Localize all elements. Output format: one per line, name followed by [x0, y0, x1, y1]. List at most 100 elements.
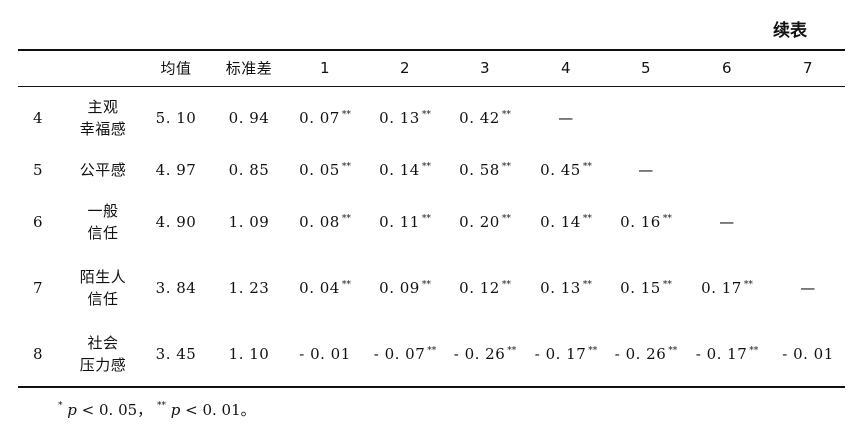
correlation-value: - 0. 01	[299, 345, 351, 363]
significance-mark: **	[341, 110, 351, 120]
significance-mark: **	[743, 280, 753, 290]
significance-mark: **	[501, 162, 511, 172]
column-header: 1	[319, 59, 331, 77]
correlation-value: 0. 14	[379, 161, 420, 179]
correlation-cell: - 0. 01	[782, 345, 834, 363]
correlation-value: 0. 11	[379, 213, 420, 231]
correlation-value: 0. 05	[299, 161, 340, 179]
correlation-value: - 0. 17	[534, 345, 587, 363]
correlation-cell: 0. 09 **	[379, 279, 431, 297]
mean-value: 3. 84	[155, 279, 197, 297]
footnote-text-2: < 0. 01。	[180, 401, 256, 419]
row-id: 5	[32, 161, 44, 179]
correlation-value: - 0. 26	[453, 345, 506, 363]
significance-mark: **	[588, 346, 598, 356]
diagonal-dash: —	[719, 213, 735, 231]
significance-mark: **	[341, 280, 351, 290]
correlation-cell: 0. 07 **	[299, 109, 351, 127]
footnote-text-1: < 0. 05，	[76, 401, 153, 419]
significance-mark: **	[662, 280, 672, 290]
row-label-line: 公平感	[79, 161, 127, 179]
correlation-cell: 0. 13 **	[379, 109, 431, 127]
sd-value: 0. 94	[228, 109, 270, 127]
column-header: 4	[560, 59, 572, 77]
table-header-rule	[18, 86, 845, 87]
row-label: 公平感	[80, 159, 127, 181]
significance-mark: **	[421, 162, 431, 172]
significance-mark: **	[421, 110, 431, 120]
row-id: 4	[32, 109, 44, 127]
footnote-mark-2: **	[156, 401, 166, 411]
correlation-cell: 0. 12 **	[459, 279, 511, 297]
significance-mark: **	[668, 346, 678, 356]
correlation-value: 0. 14	[540, 213, 581, 231]
correlation-value: —	[638, 161, 654, 179]
continued-label: 续表	[773, 21, 807, 41]
significance-mark: **	[341, 162, 351, 172]
correlation-value: —	[800, 279, 816, 297]
row-label: 一般 信任	[87, 200, 118, 244]
correlation-value: 0. 07	[299, 109, 340, 127]
sd-value: 1. 23	[228, 279, 270, 297]
correlation-cell: - 0. 17 **	[696, 345, 759, 363]
sd-value: 1. 09	[228, 213, 270, 231]
mean-value: 4. 97	[155, 161, 197, 179]
significance-mark: **	[501, 110, 511, 120]
row-label-line: 幸福感	[79, 120, 127, 138]
correlation-cell: 0. 45 **	[540, 161, 592, 179]
correlation-cell: - 0. 17 **	[535, 345, 598, 363]
row-label: 主观 幸福感	[80, 96, 127, 140]
significance-mark: **	[507, 346, 517, 356]
table-bottom-rule	[18, 386, 845, 388]
correlation-value: - 0. 01	[782, 345, 834, 363]
mean-value: 5. 10	[155, 109, 197, 127]
significance-mark: **	[427, 346, 437, 356]
correlation-cell: 0. 05 **	[299, 161, 351, 179]
diagonal-dash: —	[638, 161, 654, 179]
correlation-value: 0. 13	[540, 279, 581, 297]
row-label-line: 社会	[87, 334, 119, 352]
correlation-cell: 0. 08 **	[299, 213, 351, 231]
correlation-cell: - 0. 01	[299, 345, 351, 363]
column-header: 2	[399, 59, 411, 77]
significance-mark: **	[582, 280, 592, 290]
column-header: 3	[479, 59, 491, 77]
sd-value: 1. 10	[228, 345, 270, 363]
correlation-value: 0. 45	[540, 161, 581, 179]
row-label-line: 主观	[87, 98, 119, 116]
correlation-value: 0. 42	[459, 109, 500, 127]
table-footnote: * p < 0. 05， ** p < 0. 01。	[58, 399, 256, 420]
correlation-value: 0. 16	[620, 213, 661, 231]
correlation-value: 0. 17	[701, 279, 742, 297]
correlation-cell: 0. 15 **	[620, 279, 672, 297]
significance-mark: **	[341, 214, 351, 224]
footnote-mark-1: *	[58, 401, 63, 411]
correlation-value: 0. 13	[379, 109, 420, 127]
sd-value: 0. 85	[228, 161, 270, 179]
significance-mark: **	[662, 214, 672, 224]
correlation-cell: 0. 42 **	[459, 109, 511, 127]
correlation-value: 0. 15	[620, 279, 661, 297]
correlation-value: 0. 04	[299, 279, 340, 297]
column-header: 标准差	[225, 59, 273, 78]
row-label-line: 陌生人	[79, 268, 127, 286]
column-header: 均值	[160, 59, 192, 78]
diagonal-dash: —	[558, 109, 574, 127]
correlation-cell: 0. 16 **	[620, 213, 672, 231]
footnote-p-2: p	[170, 401, 181, 419]
correlation-cell: - 0. 26 **	[615, 345, 678, 363]
correlation-cell: 0. 58 **	[459, 161, 511, 179]
correlation-cell: 0. 20 **	[459, 213, 511, 231]
significance-mark: **	[749, 346, 759, 356]
significance-mark: **	[421, 214, 431, 224]
mean-value: 3. 45	[155, 345, 197, 363]
correlation-value: - 0. 07	[373, 345, 426, 363]
mean-value: 4. 90	[155, 213, 197, 231]
column-header: 5	[640, 59, 652, 77]
correlation-value: 0. 08	[299, 213, 340, 231]
table-top-rule	[18, 49, 845, 51]
significance-mark: **	[582, 162, 592, 172]
row-id: 8	[32, 345, 44, 363]
significance-mark: **	[501, 214, 511, 224]
significance-mark: **	[582, 214, 592, 224]
